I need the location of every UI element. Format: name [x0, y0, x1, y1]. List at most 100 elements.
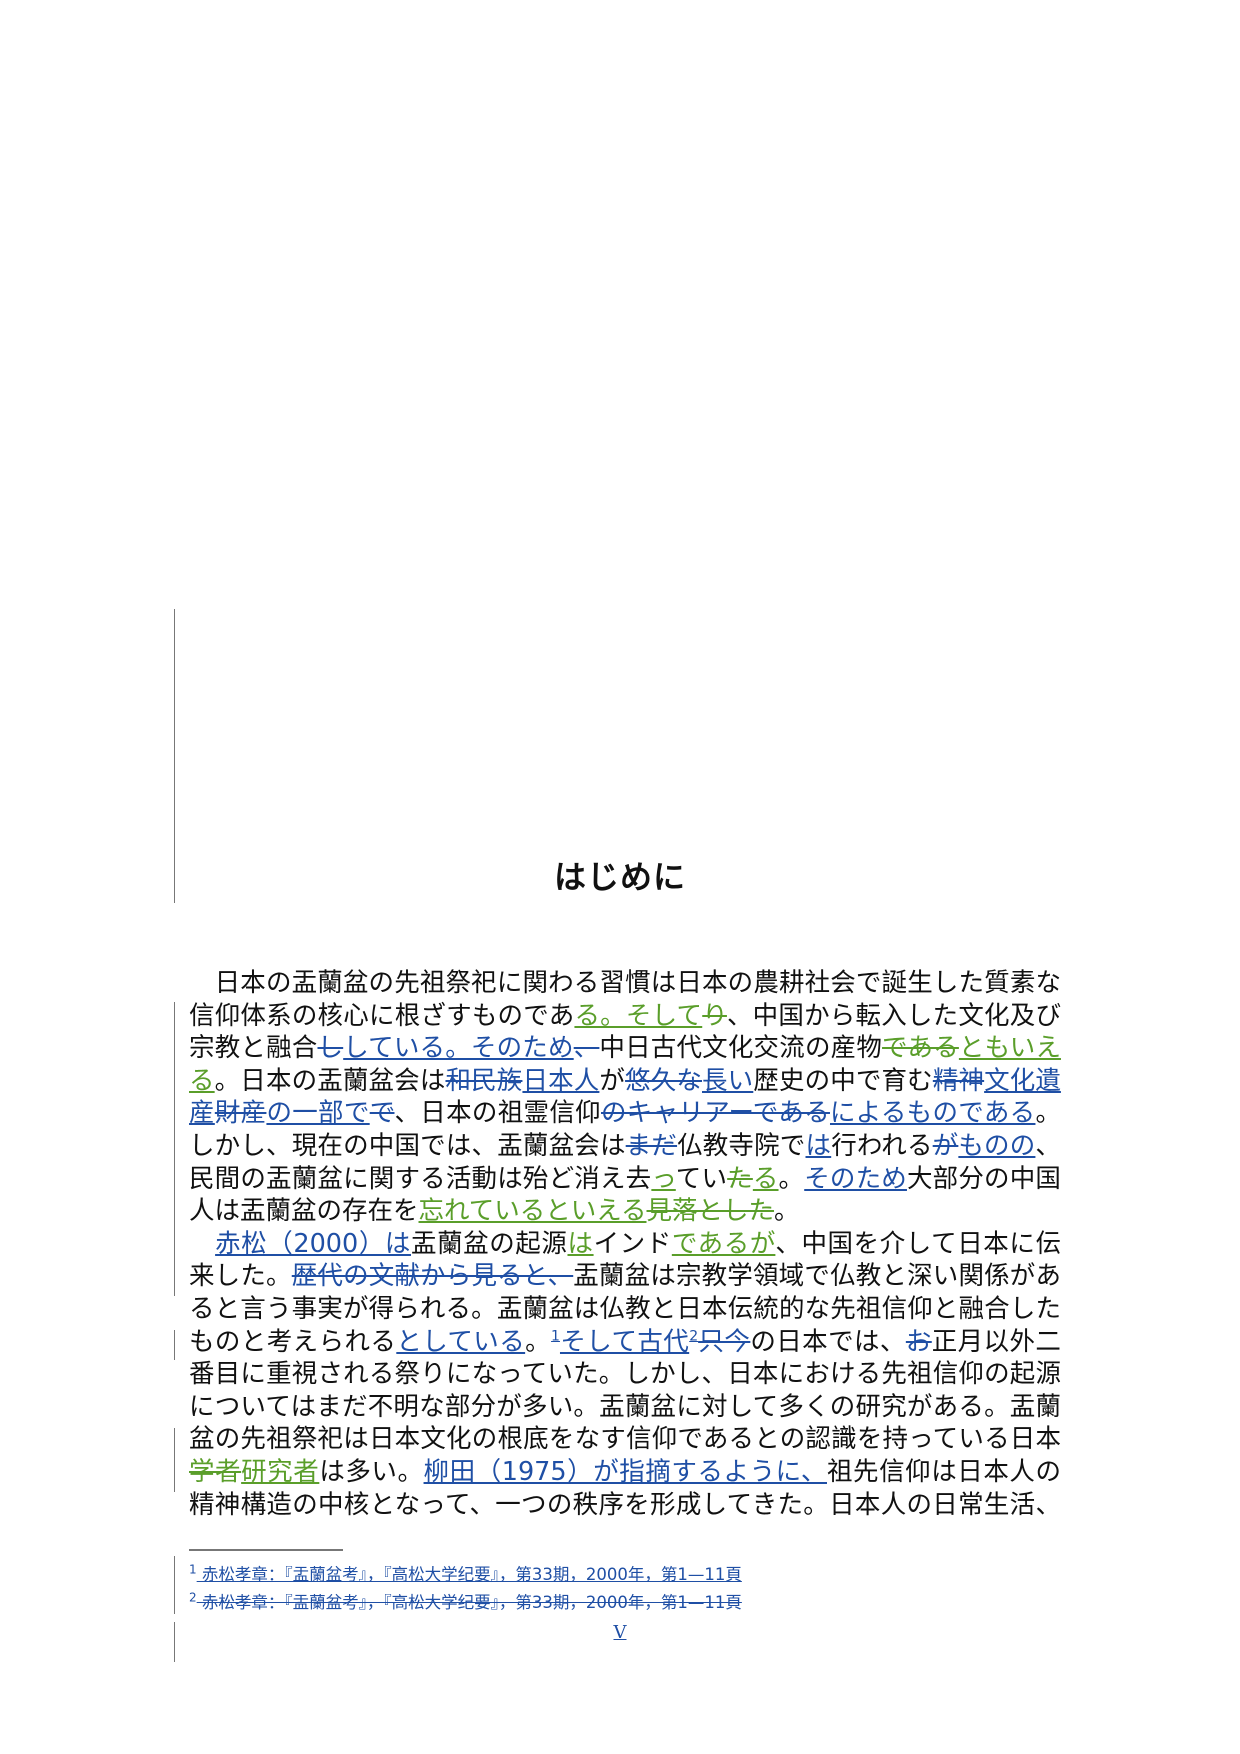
text-run: 。日本の盂蘭盆会は	[214, 1065, 446, 1096]
footnote-separator	[189, 1549, 343, 1551]
deleted-text: り	[702, 1000, 727, 1031]
text-run: 。	[525, 1326, 552, 1357]
text-line: 日本の盂蘭盆の先祖祭祀に関わる習慣は日本の農耕社会で誕生した質素な	[189, 967, 1061, 1000]
text-run: 盂蘭盆は宗教学領域で仏教と深い関係があ	[573, 1261, 1061, 1292]
text-line: 産財産の一部でで、日本の祖霊信仰のキャリアーであるによるものである。	[189, 1097, 1061, 1130]
inserted-text: している。そのため	[343, 1033, 574, 1064]
text-run: が	[599, 1065, 626, 1096]
inserted-text: ともいえ	[958, 1033, 1061, 1064]
text-run: 。	[774, 1196, 800, 1227]
text-line: ものと考えられるとしている。1そして古代2只今の日本では、お正月以外二	[189, 1326, 1061, 1359]
text-run: 、	[1035, 1130, 1061, 1161]
footnote-number: 1	[189, 1562, 197, 1577]
inserted-text: の一部で	[266, 1098, 370, 1129]
text-run: 来した。	[189, 1261, 292, 1292]
text-line: 人は盂蘭盆の存在を忘れているといえる見落とした。	[189, 1195, 1061, 1228]
footnote-number: 2	[189, 1590, 197, 1605]
text-run: 人は盂蘭盆の存在を	[189, 1196, 419, 1227]
inserted-text: る	[189, 1065, 215, 1096]
deleted-text: お	[905, 1326, 932, 1357]
text-line: 番目に重視される祭りになっていた。しかし、日本における先祖信仰の起源	[189, 1358, 1061, 1391]
text-run: 。	[778, 1163, 805, 1194]
text-run: 正月以外二	[931, 1326, 1061, 1357]
text-line: 信仰体系の核心に根ざすものである。そしてり、中国から転入した文化及び	[189, 1000, 1061, 1033]
change-bar	[174, 1330, 175, 1360]
text-run: インド	[593, 1228, 672, 1259]
text-run: ると言う事実が得られる。盂蘭盆は仏教と日本伝統的な先祖信仰と融合した	[189, 1293, 1061, 1324]
footnote-text: 赤松孝章：『盂蘭盆考』，『高松大学纪要』，第33期，2000年，第1—11頁	[196, 1593, 742, 1612]
text-run: しかし、現在の中国では、盂蘭盆会は	[189, 1130, 626, 1161]
inserted-text: としている	[396, 1326, 526, 1357]
text-line: 宗教と融合ししている。そのため、中日古代文化交流の産物であるともいえ	[189, 1032, 1061, 1065]
text-run: 番目に重視される祭りになっていた。しかし、日本における先祖信仰の起源	[189, 1359, 1061, 1390]
deleted-text: のキャリアーである	[600, 1098, 830, 1129]
change-bar	[174, 1622, 175, 1662]
text-run: 精神構造の中核となって、一つの秩序を形成してきた。日本人の日常生活、	[189, 1489, 1061, 1520]
footnote: 1 赤松孝章：『盂蘭盆考』，『高松大学纪要』，第33期，2000年，第1—11頁	[189, 1561, 742, 1589]
inserted-text: 柳田（1975）が指摘するように、	[423, 1456, 827, 1487]
text-run: 中日古代文化交流の産物	[599, 1033, 883, 1064]
deleted-text: た	[727, 1163, 753, 1194]
inserted-text: そのため	[804, 1163, 907, 1194]
deleted-text: である	[882, 1033, 959, 1064]
text-run: 盆の先祖祭祀は日本文化の根底をなす信仰であるとの認識を持っている日本	[189, 1424, 1061, 1455]
deleted-text: 只今	[698, 1326, 751, 1357]
text-line: る。日本の盂蘭盆会は和民族日本人が悠久な長い歴史の中で育む精神文化遺	[189, 1065, 1061, 1098]
inserted-text: そして古代	[559, 1326, 690, 1357]
footnote: 2 赤松孝章：『盂蘭盆考』，『高松大学纪要』，第33期，2000年，第1—11頁	[189, 1589, 742, 1617]
text-run: についてはまだ不明な部分が多い。盂蘭盆に対して多くの研究がある。盂蘭	[189, 1391, 1061, 1422]
change-bar	[174, 1428, 175, 1492]
inserted-text: っ	[651, 1163, 676, 1194]
inserted-text: 忘れているといえる	[418, 1196, 647, 1227]
inserted-text: 研究者	[241, 1456, 320, 1487]
document-body[interactable]: 日本の盂蘭盆の先祖祭祀に関わる習慣は日本の農耕社会で誕生した質素な 信仰体系の核心…	[189, 967, 1061, 1521]
inserted-text: る	[752, 1163, 779, 1194]
deleted-text: し	[317, 1033, 344, 1064]
text-line: ると言う事実が得られる。盂蘭盆は仏教と日本伝統的な先祖信仰と融合した	[189, 1293, 1061, 1326]
inserted-text: 長い	[702, 1065, 754, 1096]
inserted-text: であるが	[671, 1228, 776, 1259]
change-bar	[174, 609, 175, 903]
page-title: はじめに	[553, 858, 686, 896]
text-line: 赤松（2000）は盂蘭盆の起源はインドであるが、中国を介して日本に伝	[189, 1228, 1061, 1261]
inserted-text: によるものである	[829, 1098, 1036, 1129]
text-run: 盂蘭盆の起源	[410, 1228, 568, 1259]
inserted-text: 赤松（2000）は	[215, 1228, 411, 1259]
text-run: 民間の盂蘭盆に関する活動は殆ど消え去	[189, 1163, 652, 1194]
footnote-reference: 2	[689, 1328, 699, 1345]
inserted-text: 産	[189, 1098, 215, 1129]
text-run: 、日本の祖霊信仰	[394, 1098, 601, 1129]
footnote-text: 赤松孝章：『盂蘭盆考』，『高松大学纪要』，第33期，2000年，第1—11頁	[196, 1565, 742, 1584]
text-run: 信仰体系の核心に根ざすものであ	[189, 1000, 575, 1031]
inserted-text: ものの	[958, 1130, 1036, 1161]
text-run: 、中国を介して日本に伝	[775, 1228, 1061, 1259]
deleted-text: 悠久な	[625, 1065, 702, 1096]
inserted-text: は	[567, 1228, 594, 1259]
text-run: 、中国から転入した文化及び	[726, 1000, 1061, 1031]
deleted-text: まだ	[625, 1130, 678, 1161]
deleted-text: が	[932, 1130, 959, 1161]
text-run: 仏教寺院で	[677, 1130, 806, 1161]
text-run: 大部分の中国	[906, 1163, 1061, 1194]
deleted-text: 、	[573, 1033, 600, 1064]
text-run: ものと考えられる	[189, 1326, 397, 1357]
deleted-text: 精神	[932, 1065, 985, 1096]
deleted-text: で	[369, 1098, 395, 1129]
text-run: 宗教と融合	[189, 1033, 318, 1064]
inserted-text: は	[805, 1130, 832, 1161]
text-line: 学者研究者は多い。柳田（1975）が指摘するように、祖先信仰は日本人の	[189, 1456, 1061, 1489]
text-run: てい	[675, 1163, 728, 1194]
deleted-text: 見落とした	[646, 1196, 775, 1227]
text-run: は多い。	[319, 1456, 424, 1487]
footnote-reference: 1	[551, 1328, 560, 1345]
deleted-text: 学者	[189, 1456, 242, 1487]
text-run: 日本の盂蘭盆の先祖祭祀に関わる習慣は日本の農耕社会で誕生した質素な	[189, 968, 1061, 998]
change-bar	[174, 1002, 175, 1296]
page-number: V	[613, 1622, 627, 1643]
text-run: 。	[1035, 1098, 1061, 1129]
inserted-text: 文化遺	[984, 1065, 1061, 1096]
deleted-text: 財産	[214, 1098, 267, 1129]
text-line: 盆の先祖祭祀は日本文化の根底をなす信仰であるとの認識を持っている日本	[189, 1423, 1061, 1456]
text-line: しかし、現在の中国では、盂蘭盆会はまだ仏教寺院では行われるがものの、	[189, 1130, 1061, 1163]
inserted-text: る。そして	[574, 1000, 703, 1031]
